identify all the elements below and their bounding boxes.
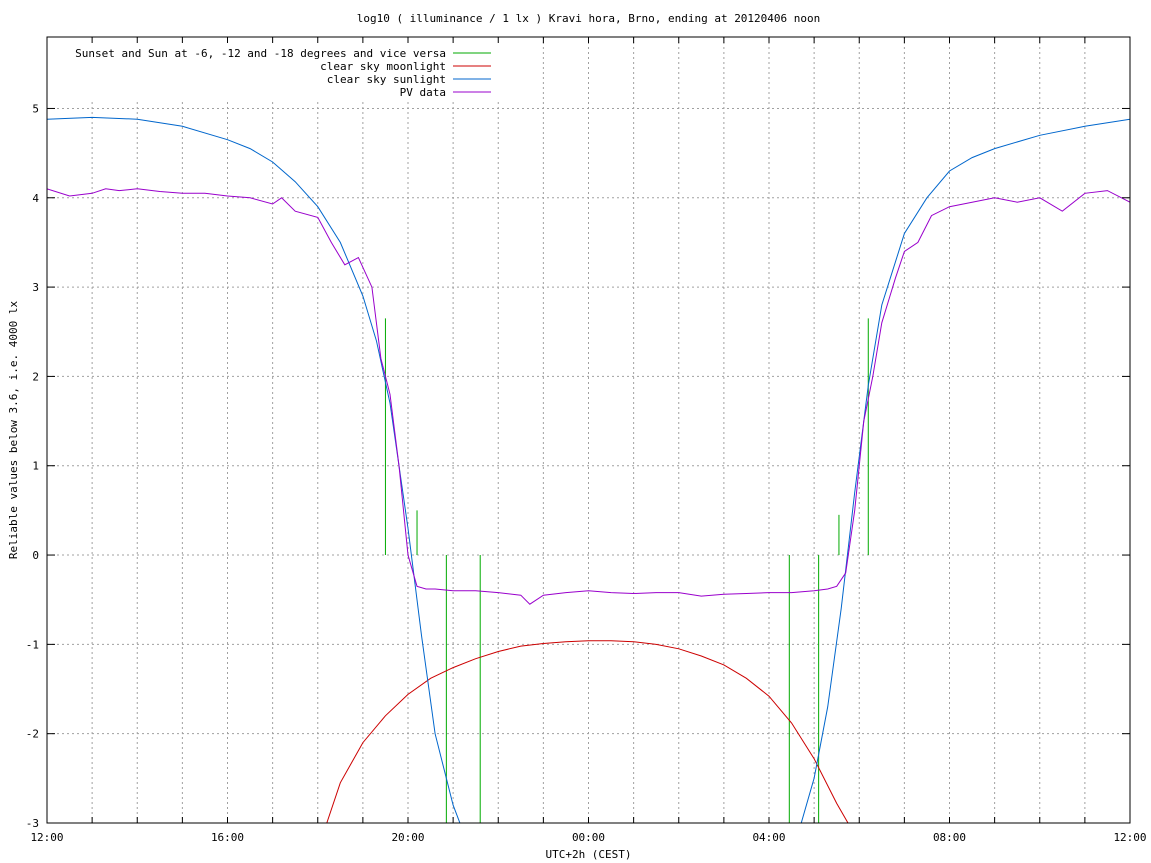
x-tick-label: 16:00 — [211, 831, 244, 844]
y-tick-label: -1 — [26, 638, 39, 651]
series-line-2 — [326, 640, 849, 823]
x-axis-label: UTC+2h (CEST) — [545, 848, 631, 861]
y-tick-label: 4 — [32, 192, 39, 205]
ticks — [47, 37, 1130, 824]
legend-label: clear sky moonlight — [320, 60, 446, 73]
y-tick-label: 1 — [32, 460, 39, 473]
y-tick-label: -2 — [26, 728, 39, 741]
y-tick-label: 3 — [32, 281, 39, 294]
y-tick-label: 0 — [32, 549, 39, 562]
x-tick-label: 04:00 — [752, 831, 785, 844]
legend-label: Sunset and Sun at -6, -12 and -18 degree… — [75, 47, 446, 60]
series-line-3 — [47, 116, 1130, 823]
x-tick-label: 20:00 — [391, 831, 424, 844]
x-tick-label: 12:00 — [30, 831, 63, 844]
legend: Sunset and Sun at -6, -12 and -18 degree… — [75, 47, 491, 99]
legend-label: PV data — [400, 86, 446, 99]
y-tick-label: -3 — [26, 817, 39, 830]
x-tick-label: 00:00 — [572, 831, 605, 844]
legend-label: clear sky sunlight — [327, 73, 446, 86]
y-tick-label: 5 — [32, 102, 39, 115]
y-tick-label: 2 — [32, 370, 39, 383]
series-layer — [47, 116, 1130, 823]
x-tick-label: 08:00 — [933, 831, 966, 844]
x-tick-label: 12:00 — [1113, 831, 1146, 844]
chart-title: log10 ( illuminance / 1 lx ) Kravi hora,… — [357, 12, 821, 25]
y-axis-label: Reliable values below 3.6, i.e. 4000 lx — [7, 300, 20, 559]
grid — [47, 37, 1130, 823]
legend-background — [48, 38, 500, 101]
series-line-4 — [47, 188, 1130, 605]
